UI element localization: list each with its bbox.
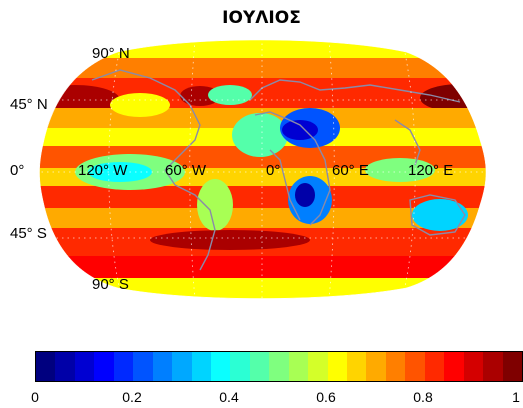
colorbar-cell	[113, 352, 134, 381]
lon-label-60w: 60° W	[165, 162, 207, 179]
colorbar-cell	[366, 352, 386, 381]
lon-label-120e: 120° E	[408, 162, 454, 179]
globe-outline	[39, 39, 487, 299]
colorbar-cell	[288, 352, 309, 381]
colorbar-tick-0: 0	[31, 389, 39, 405]
colorbar-cell	[327, 352, 347, 381]
lon-label-60e: 60° E	[332, 162, 369, 179]
coastlines	[91, 69, 466, 271]
colorbar-cell	[502, 352, 522, 381]
colorbar-cell	[74, 352, 95, 381]
lon-label-0: 0°	[266, 162, 281, 179]
colorbar-cell	[55, 352, 75, 381]
colorbar-cell	[385, 352, 406, 381]
colorbar-cell	[444, 352, 464, 381]
colorbar-tick-0-6: 0.6	[316, 389, 336, 405]
lat-label-45n: 45° N	[10, 96, 48, 113]
colorbar-cell	[133, 352, 153, 381]
lat-label-45s: 45° S	[10, 225, 47, 242]
colorbar-cell	[405, 352, 425, 381]
lon-label-120w: 120° W	[78, 162, 128, 179]
colorbar-cell	[172, 352, 192, 381]
colorbar-tick-0-4: 0.4	[219, 389, 239, 405]
colorbar-cell	[210, 352, 231, 381]
colorbar-cell	[463, 352, 484, 381]
colorbar-tick-0-8: 0.8	[413, 389, 433, 405]
lat-label-90s: 90° S	[92, 276, 129, 293]
colorbar	[35, 351, 523, 382]
colorbar-cell	[94, 352, 114, 381]
colorbar-cell	[347, 352, 367, 381]
colorbar-cell	[191, 352, 211, 381]
gridlines	[39, 40, 486, 299]
map-title: ΙΟΥΛΙΟΣ	[222, 8, 301, 28]
colorbar-cell	[36, 352, 56, 381]
colorbar-cell	[424, 352, 445, 381]
colorbar-cell	[483, 352, 503, 381]
colorbar-tick-1: 1	[512, 389, 520, 405]
lat-label-0: 0°	[10, 162, 25, 179]
lat-label-90n: 90° N	[92, 45, 130, 62]
world-map	[39, 39, 487, 299]
colorbar-tick-0-2: 0.2	[122, 389, 142, 405]
colorbar-cell	[249, 352, 270, 381]
colorbar-cell	[308, 352, 328, 381]
colorbar-cell	[230, 352, 250, 381]
colorbar-cell	[152, 352, 173, 381]
colorbar-cell	[269, 352, 289, 381]
